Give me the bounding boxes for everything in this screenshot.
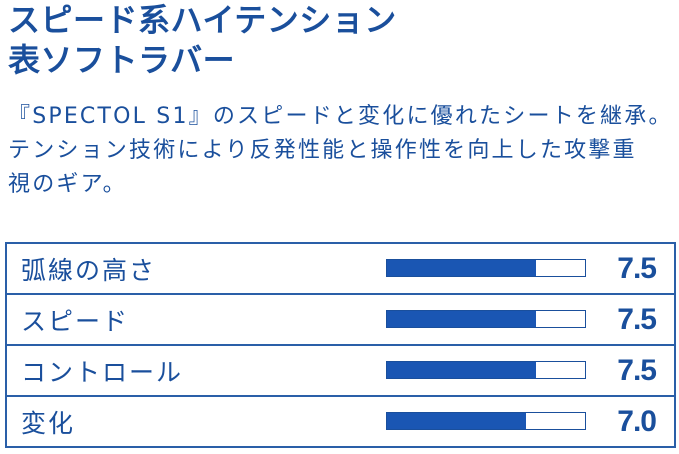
spec-row-control: コントロール 7.5 xyxy=(5,344,676,397)
spec-cell: 弧線の高さ 7.5 xyxy=(5,242,676,295)
spec-row-variation: 変化 7.0 xyxy=(5,395,676,448)
spec-label: スピード xyxy=(21,306,130,336)
spec-cell: 変化 7.0 xyxy=(5,395,676,448)
rating-value: 7.0 xyxy=(617,404,657,438)
rating-bar xyxy=(386,309,586,328)
rating-bar-fill xyxy=(387,412,526,429)
rating-bar-fill xyxy=(387,361,536,378)
product-description: 『SPECTOL S1』のスピードと変化に優れたシートを継承。 テンション技術に… xyxy=(8,100,676,202)
headline-line-1: スピード系ハイテンション xyxy=(8,1,397,39)
spec-table: 弧線の高さ 7.5 スピード 7.5 xyxy=(5,242,676,448)
rating-value: 7.5 xyxy=(617,302,657,336)
spec-label: 変化 xyxy=(21,408,76,438)
rating-value: 7.5 xyxy=(617,353,657,387)
spec-cell: コントロール 7.5 xyxy=(5,344,676,397)
headline-line-2: 表ソフトラバー xyxy=(8,41,236,79)
rating-bar xyxy=(386,411,586,430)
product-headline: スピード系ハイテンション 表ソフトラバー xyxy=(8,0,668,80)
spec-row-speed: スピード 7.5 xyxy=(5,293,676,346)
spec-cell: スピード 7.5 xyxy=(5,293,676,346)
rating-bar-fill xyxy=(387,259,536,276)
spec-row-arc-height: 弧線の高さ 7.5 xyxy=(5,242,676,295)
spec-label: 弧線の高さ xyxy=(21,255,157,285)
rating-bar xyxy=(386,258,586,277)
spec-label: コントロール xyxy=(21,357,184,387)
description-line-3: 視のギア。 xyxy=(8,172,127,197)
rating-bar xyxy=(386,360,586,379)
rating-value: 7.5 xyxy=(617,251,657,285)
description-line-2: テンション技術により反発性能と操作性を向上した攻撃重 xyxy=(8,138,637,163)
description-line-1: 『SPECTOL S1』のスピードと変化に優れたシートを継承。 xyxy=(8,104,673,129)
rating-bar-fill xyxy=(387,310,536,327)
